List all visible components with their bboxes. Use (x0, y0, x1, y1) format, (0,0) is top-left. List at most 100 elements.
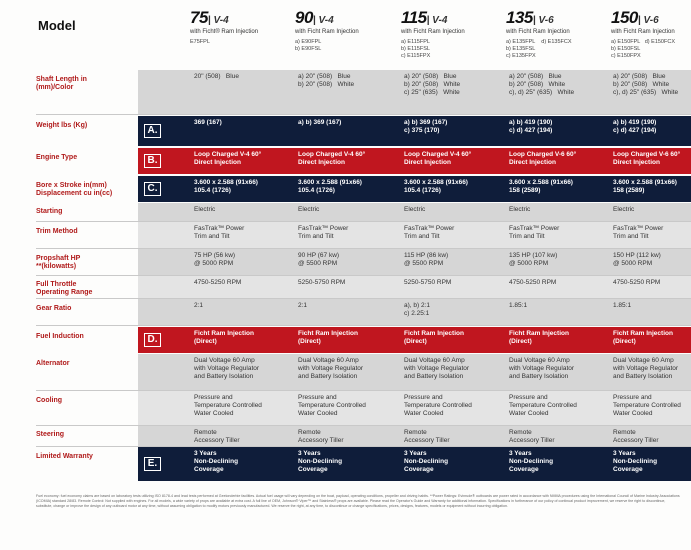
row-label: Weight lbs (Kg) (36, 122, 88, 129)
spec-row: Full Throttle Operating Range 4750-5250 R… (0, 276, 691, 299)
model-subtitle: with Ficht Ram Injection (611, 29, 675, 35)
spec-cell: FasTrak™ Power Trim and Tilt (194, 225, 245, 240)
model-column-90: 90| V-4 with Ficht Ram Injection a) E90F… (295, 8, 405, 53)
spec-row: Limited Warranty E. 3 Years Non-Declining … (0, 447, 691, 481)
spec-cell: a) 20" (508) Blue b) 20" (508) White c),… (613, 73, 679, 96)
model-column-135: 135| V-6 with Ficht Ram Injection a) E13… (506, 8, 616, 60)
spec-cell: Loop Charged V-4 60° Direct Injection (194, 151, 262, 166)
spec-row: Steering Remote Accessory Tiller Remote Ac… (0, 426, 691, 447)
row-badge: D. (144, 333, 161, 347)
spec-cell: 115 HP (86 kw) @ 5500 RPM (404, 252, 449, 267)
spec-cell: Loop Charged V-4 60° Direct Injection (298, 151, 366, 166)
model-column-115: 115| V-4 with Ficht Ram Injection a) E11… (401, 8, 511, 60)
row-divider (36, 298, 691, 299)
spec-cell: a) b) 419 (190) c) d) 427 (194) (509, 119, 553, 134)
row-divider (36, 325, 691, 326)
row-label: Bore x Stroke in(mm) Displacement cu in(… (36, 182, 113, 197)
row-label: Gear Ratio (36, 305, 72, 312)
spec-cell: 5250-5750 RPM (298, 279, 346, 286)
spec-cell: 90 HP (67 kw) @ 5500 RPM (298, 252, 340, 267)
model-number: 90 (295, 8, 313, 27)
row-label: Alternator (36, 360, 70, 367)
row-divider (36, 275, 691, 276)
row-band (138, 203, 691, 221)
model-subtitle: with Ficht Ram Injection (401, 29, 465, 35)
spec-cell: 3.600 x 2.588 (91x66) 105.4 (1726) (298, 179, 362, 194)
spec-row: Starting Electric Electric Electric Electric… (0, 203, 691, 222)
spec-cell: 3 Years Non-Declining Coverage (509, 450, 554, 473)
spec-cell: 2:1 (298, 302, 308, 309)
spec-cell: Electric (298, 206, 320, 213)
row-band (138, 391, 691, 425)
row-band (138, 222, 691, 248)
row-badge: C. (144, 182, 161, 196)
spec-cell: Ficht Ram Injection (Direct) (298, 330, 358, 345)
model-number: 135 (506, 8, 533, 27)
spec-cell: a) 20" (508) Blue b) 20" (508) White c),… (509, 73, 575, 96)
row-divider (36, 446, 691, 447)
spec-cell: 3.600 x 2.588 (91x66) 105.4 (1726) (194, 179, 258, 194)
model-config: | V-6 (532, 15, 554, 26)
spec-cell: Electric (194, 206, 216, 213)
spec-cell: Loop Charged V-6 60° Direct Injection (613, 151, 681, 166)
spec-cell: 4750-5250 RPM (509, 279, 557, 286)
spec-cell: 4750-5250 RPM (194, 279, 242, 286)
row-label: Fuel Induction (36, 333, 84, 340)
spec-row: Alternator Dual Voltage 60 Amp with Volta… (0, 354, 691, 391)
spec-row: Gear Ratio 2:1 2:1 a), b) 2:1 c) 2.25:1 1.85… (0, 299, 691, 326)
spec-cell: Loop Charged V-6 60° Direct Injection (509, 151, 577, 166)
model-number: 150 (611, 8, 638, 27)
row-band (138, 176, 691, 202)
spec-cell: Dual Voltage 60 Amp with Voltage Regulat… (194, 357, 260, 380)
spec-cell: 3.600 x 2.588 (91x66) 105.4 (1726) (404, 179, 468, 194)
spec-cell: Dual Voltage 60 Amp with Voltage Regulat… (509, 357, 575, 380)
row-label: Engine Type (36, 154, 78, 161)
spec-cell: Electric (509, 206, 531, 213)
row-band (138, 70, 691, 114)
spec-cell: Pressure and Temperature Controlled Wate… (613, 394, 681, 417)
spec-cell: 2:1 (194, 302, 204, 309)
row-label: Cooling (36, 397, 63, 404)
model-config: | V-4 (207, 15, 229, 26)
spec-cell: a) b) 419 (190) c) d) 427 (194) (613, 119, 657, 134)
spec-cell: Dual Voltage 60 Amp with Voltage Regulat… (298, 357, 364, 380)
spec-cell: Remote Accessory Tiller (194, 429, 240, 444)
model-number: 75 (190, 8, 208, 27)
row-badge: E. (144, 457, 161, 471)
spec-cell: 3 Years Non-Declining Coverage (194, 450, 239, 473)
spec-cell: 150 HP (112 kw) @ 5000 RPM (613, 252, 661, 267)
spec-row: Trim Method FasTrak™ Power Trim and Tilt F… (0, 222, 691, 249)
row-band (138, 327, 691, 353)
row-divider (36, 425, 691, 426)
spec-cell: Remote Accessory Tiller (509, 429, 555, 444)
spec-cell: Dual Voltage 60 Amp with Voltage Regulat… (613, 357, 679, 380)
spec-cell: Electric (613, 206, 635, 213)
spec-cell: Dual Voltage 60 Amp with Voltage Regulat… (404, 357, 470, 380)
spec-cell: 3 Years Non-Declining Coverage (613, 450, 658, 473)
spec-cell: FasTrak™ Power Trim and Tilt (404, 225, 455, 240)
spec-cell: 4750-5250 RPM (613, 279, 661, 286)
model-column-150: 150| V-6 with Ficht Ram Injection a) E15… (611, 8, 691, 60)
row-label: Shaft Length in (mm)/Color (36, 76, 87, 91)
spec-cell: a) 20" (508) Blue b) 20" (508) White c) … (404, 73, 461, 96)
spec-cell: 75 HP (56 kw) @ 5000 RPM (194, 252, 236, 267)
spec-cell: Ficht Ram Injection (Direct) (194, 330, 254, 345)
spec-cell: Pressure and Temperature Controlled Wate… (509, 394, 577, 417)
model-subtitle: with Ficht Ram Injection (295, 29, 359, 35)
row-band (138, 116, 691, 146)
spec-cell: Electric (404, 206, 426, 213)
model-heading: Model (38, 18, 76, 33)
spec-cell: Pressure and Temperature Controlled Wate… (298, 394, 366, 417)
row-band (138, 354, 691, 390)
model-codes: E75FPL (190, 39, 210, 45)
spec-cell: Loop Charged V-4 60° Direct Injection (404, 151, 472, 166)
spec-row: Cooling Pressure and Temperature Controll… (0, 391, 691, 426)
row-label: Steering (36, 431, 65, 438)
model-codes: a) E135FPL d) E135FCX b) E135FSL c) E135… (506, 39, 572, 59)
model-config: | V-6 (637, 15, 659, 26)
spec-cell: 20" (508) Blue (194, 73, 239, 80)
row-band (138, 276, 691, 298)
row-band (138, 299, 691, 325)
row-label: Starting (36, 208, 63, 215)
spec-cell: Remote Accessory Tiller (404, 429, 450, 444)
